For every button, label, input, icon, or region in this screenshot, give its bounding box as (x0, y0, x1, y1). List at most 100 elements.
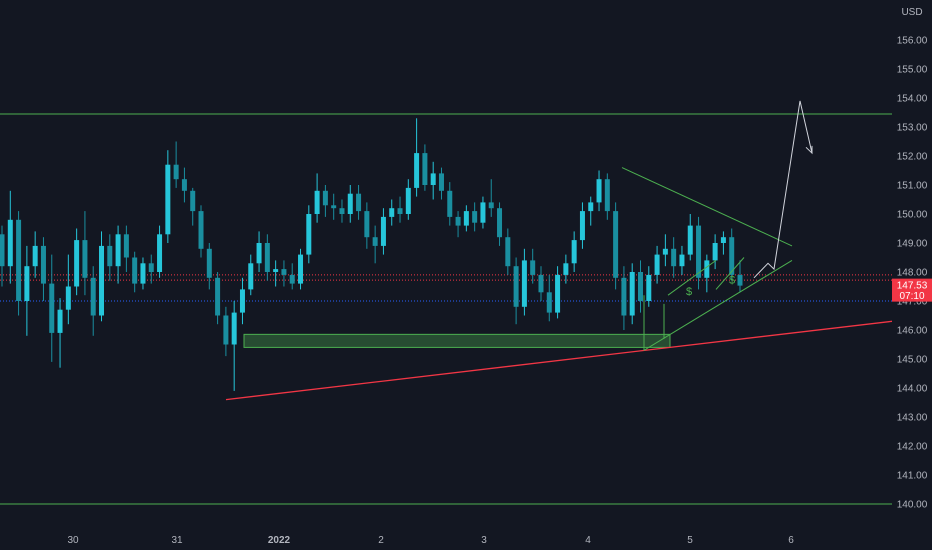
candle (447, 190, 453, 217)
candle (123, 234, 129, 258)
candle (215, 277, 221, 316)
candle (430, 173, 436, 185)
y-tick-label: 154.00 (897, 94, 928, 105)
candle (364, 211, 370, 238)
candle (157, 234, 163, 272)
candle (206, 248, 212, 278)
candle (521, 260, 527, 307)
candle (289, 274, 295, 284)
candle (488, 202, 494, 209)
dollar-annotation: $ (686, 286, 692, 298)
drawings-layer: $$ (225, 100, 893, 401)
candle (165, 164, 171, 235)
wedge-line-2 (715, 257, 745, 290)
triangle-upper-line (621, 167, 793, 247)
candle (322, 190, 328, 206)
candle (273, 269, 279, 272)
candle (380, 216, 386, 246)
candle (480, 202, 486, 223)
y-tick-label: 155.00 (897, 65, 928, 76)
candle (115, 234, 121, 267)
candle (687, 225, 693, 255)
x-tick-label: 2 (378, 535, 384, 546)
y-tick-label: 146.00 (897, 326, 928, 337)
candle (281, 269, 287, 275)
candle (264, 243, 270, 272)
currency-label: USD (901, 7, 922, 18)
demand-zone (243, 333, 671, 348)
y-tick-label: 147.00 (897, 297, 928, 308)
candle (405, 187, 411, 214)
candle (563, 263, 569, 275)
x-axis-panel (0, 528, 932, 550)
candle (455, 216, 461, 226)
candle (596, 179, 602, 203)
wedge-line-1 (667, 259, 717, 296)
candle (555, 274, 561, 313)
candle (7, 219, 13, 267)
candle (140, 263, 146, 284)
candle (671, 248, 677, 267)
candle (223, 315, 229, 345)
triangle-lower-line (643, 259, 793, 351)
candle (0, 234, 5, 267)
y-tick-label: 143.00 (897, 413, 928, 424)
candle (298, 254, 304, 284)
price-tag[interactable] (892, 278, 932, 302)
y-axis: USD 156.00 155.00 154.00 153.00 152.00 151.00 1… (892, 0, 932, 550)
candle (389, 208, 395, 217)
x-axis: 30 31 2022 2 3 4 5 6 (0, 528, 932, 550)
candle (646, 274, 652, 301)
y-axis-panel (892, 0, 932, 550)
candle (737, 274, 743, 286)
y-tick-label: 144.00 (897, 384, 928, 395)
dollar-annotation: $ (729, 275, 735, 287)
y-tick-label: 150.00 (897, 210, 928, 221)
candle (588, 202, 594, 212)
y-tick-label: 153.00 (897, 123, 928, 134)
candle (679, 254, 685, 267)
candle (538, 274, 544, 293)
candle (414, 153, 420, 188)
candle (729, 237, 735, 275)
candle (24, 266, 30, 301)
candle (239, 289, 245, 313)
y-tick-label: 156.00 (897, 36, 928, 47)
candle (314, 190, 320, 214)
candle (49, 283, 55, 333)
candle (472, 211, 478, 223)
y-tick-label: 149.00 (897, 239, 928, 250)
candle (16, 219, 22, 301)
y-tick-label: 145.00 (897, 355, 928, 366)
candle (513, 266, 519, 307)
candle (339, 208, 345, 214)
candle (720, 237, 726, 243)
x-tick-label: 3 (481, 535, 487, 546)
candle (571, 240, 577, 264)
candle (463, 211, 469, 226)
candle (712, 243, 718, 261)
support-trendline (225, 320, 893, 401)
candle (372, 237, 378, 246)
candle (248, 263, 254, 290)
candle (629, 272, 635, 316)
x-tick-label: 31 (171, 535, 183, 546)
candle (613, 211, 619, 278)
candle (190, 190, 196, 212)
candle (231, 312, 237, 345)
x-tick-label: 2022 (268, 535, 291, 546)
candle (347, 193, 353, 214)
x-tick-label: 4 (585, 535, 591, 546)
candle (107, 245, 113, 267)
candle (306, 214, 312, 255)
candle (173, 164, 179, 180)
candle (604, 179, 610, 212)
candle (621, 277, 627, 316)
candle (704, 260, 710, 278)
candle (662, 248, 668, 255)
candle (637, 272, 643, 301)
candle (505, 237, 511, 267)
y-tick-label: 151.00 (897, 181, 928, 192)
y-tick-label: 140.00 (897, 500, 928, 511)
